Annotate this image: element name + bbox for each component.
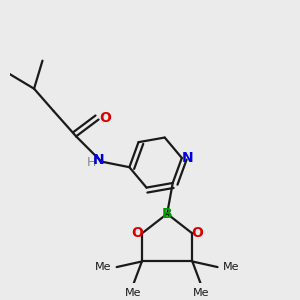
Text: N: N (93, 153, 104, 167)
Text: Me: Me (94, 262, 111, 272)
Text: N: N (182, 151, 194, 165)
Text: Me: Me (223, 262, 240, 272)
Text: Me: Me (125, 288, 142, 298)
Text: O: O (191, 226, 203, 240)
Text: H: H (87, 157, 96, 169)
Text: O: O (131, 226, 143, 240)
Text: Me: Me (193, 288, 209, 298)
Text: O: O (100, 111, 112, 125)
Text: B: B (162, 207, 172, 221)
